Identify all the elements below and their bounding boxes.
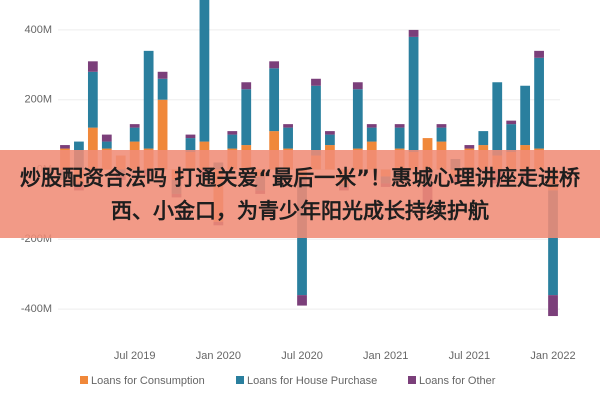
bar-segment bbox=[534, 50, 544, 58]
overlay-banner: 炒股配资合法吗 打通关爱“最后一米”！惠城心理讲座走进桥西、小金口，为青少年阳光… bbox=[0, 150, 600, 238]
y-tick-label: -400M bbox=[21, 303, 52, 315]
bar-segment bbox=[325, 131, 335, 135]
bar-segment bbox=[185, 134, 196, 139]
legend-marker bbox=[80, 376, 88, 384]
bar-segment bbox=[520, 85, 531, 146]
bar-segment bbox=[366, 127, 377, 142]
bar-segment bbox=[283, 127, 293, 149]
bar-segment bbox=[436, 127, 447, 142]
legend-label: Loans for Other bbox=[419, 375, 496, 387]
bar-segment bbox=[408, 36, 419, 153]
bar-segment bbox=[297, 295, 307, 306]
legend-marker bbox=[236, 376, 244, 384]
bar-segment bbox=[394, 124, 405, 128]
bar-segment bbox=[60, 145, 70, 149]
bar-segment bbox=[143, 50, 154, 149]
bar-segment bbox=[366, 124, 377, 128]
bar-segment bbox=[394, 127, 405, 149]
bar-segment bbox=[241, 82, 252, 90]
bar-segment bbox=[352, 82, 363, 90]
bar-segment bbox=[408, 29, 419, 37]
bar-segment bbox=[325, 134, 335, 146]
bar-segment bbox=[227, 134, 238, 149]
bar-segment bbox=[464, 145, 475, 149]
bar-segment bbox=[534, 57, 544, 149]
bar-segment bbox=[548, 190, 558, 296]
y-tick-label: 400M bbox=[24, 24, 52, 36]
legend-marker bbox=[408, 376, 416, 384]
bar-segment bbox=[478, 131, 489, 146]
bar-segment bbox=[157, 99, 168, 170]
bar-segment bbox=[269, 68, 280, 132]
bar-segment bbox=[283, 124, 293, 128]
y-tick-label: 200M bbox=[24, 94, 52, 106]
bar-segment bbox=[506, 120, 517, 125]
bar-segment bbox=[506, 124, 517, 153]
legend-label: Loans for Consumption bbox=[91, 375, 205, 387]
bar-segment bbox=[311, 78, 321, 86]
bar-segment bbox=[157, 71, 168, 79]
bar-segment bbox=[87, 61, 98, 72]
bar-segment bbox=[129, 124, 140, 128]
bar-segment bbox=[311, 85, 321, 156]
x-tick-label: Jan 2022 bbox=[530, 350, 575, 362]
bar-segment bbox=[129, 127, 140, 142]
bar-segment bbox=[87, 127, 98, 170]
bar-segment bbox=[101, 134, 112, 142]
legend-label: Loans for House Purchase bbox=[247, 375, 377, 387]
x-tick-label: Jul 2019 bbox=[114, 350, 156, 362]
bar-segment bbox=[101, 141, 112, 149]
x-tick-label: Jan 2020 bbox=[196, 350, 241, 362]
bar-segment bbox=[492, 82, 503, 156]
bar-segment bbox=[548, 295, 558, 317]
bar-segment bbox=[352, 89, 363, 149]
x-tick-label: Jul 2020 bbox=[281, 350, 323, 362]
x-tick-label: Jan 2021 bbox=[363, 350, 408, 362]
bar-segment bbox=[436, 124, 447, 128]
bar-segment bbox=[157, 78, 168, 100]
bar-segment bbox=[87, 71, 98, 128]
bar-segment bbox=[269, 61, 280, 69]
bar-segment bbox=[241, 89, 252, 146]
bar-segment bbox=[185, 138, 196, 153]
bar-segment bbox=[199, 0, 210, 142]
x-tick-label: Jul 2021 bbox=[449, 350, 491, 362]
bar-segment bbox=[227, 131, 238, 135]
